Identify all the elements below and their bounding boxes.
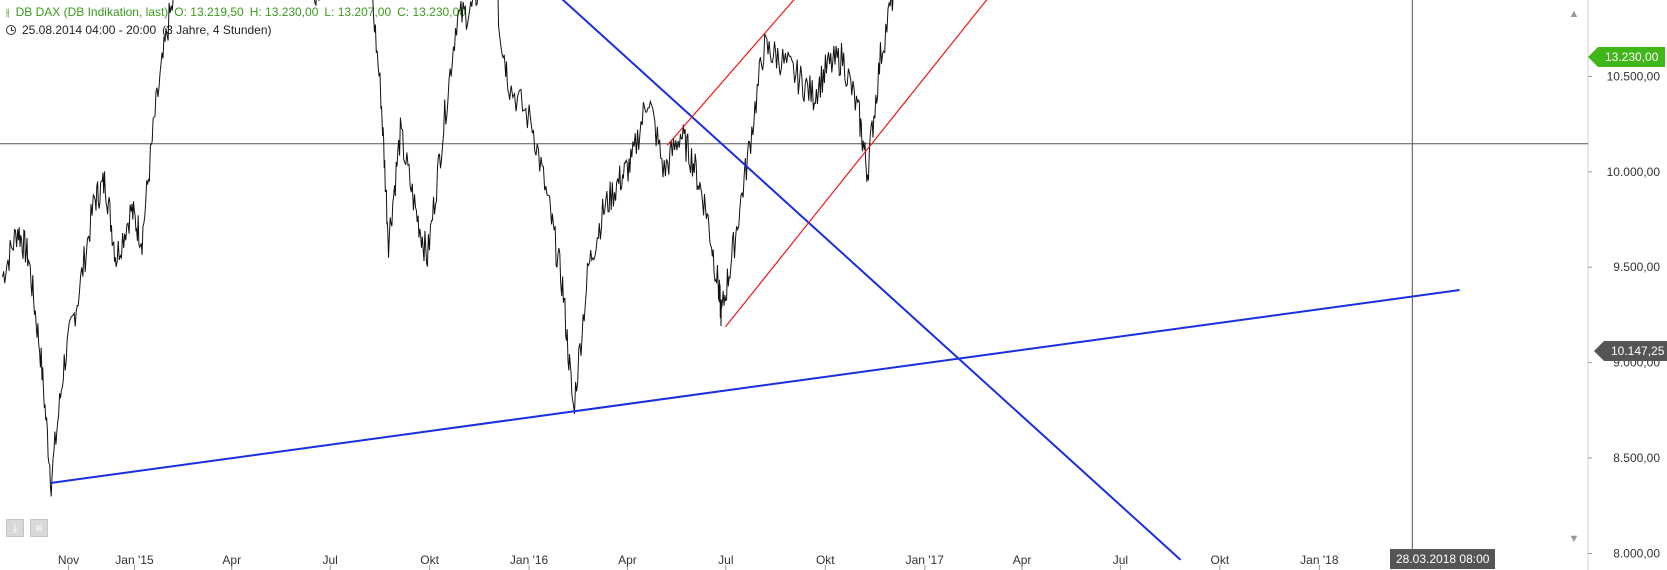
x-tick-label: Jul [1113, 553, 1128, 567]
y-tick-label: 10.000,00 [1607, 165, 1661, 179]
date-range: 25.08.2014 04:00 - 20:00 [22, 23, 157, 37]
last-price-label: 13.230,00 [1598, 47, 1666, 67]
low-value: L: 13.207,00 [324, 5, 392, 19]
clock-icon [6, 25, 16, 35]
chart-header-period: 25.08.2014 04:00 - 20:00 (3 Jahre, 4 Stun… [6, 23, 278, 37]
instrument-name[interactable]: DB DAX (DB Indikation, last) [15, 5, 169, 19]
last-price-arrow [1588, 47, 1598, 67]
x-tick-label: Jan '16 [510, 553, 549, 567]
trendline-red [666, 0, 795, 146]
close-value: C: 13.230,00 [397, 5, 466, 19]
scroll-down-icon[interactable]: ▼ [1568, 533, 1580, 545]
crosshair-date-label: 28.03.2018 08:00 [1390, 549, 1496, 569]
ohlc-icon: ⫲ [6, 7, 10, 19]
x-tick-label: Apr [618, 553, 637, 567]
period-label: (3 Jahre, 4 Stunden) [162, 23, 272, 37]
open-value: O: 13.219,50 [174, 5, 244, 19]
x-tick-label: Jan '17 [906, 553, 945, 567]
x-tick-label: Okt [420, 553, 439, 567]
y-tick-label: 8.000,00 [1613, 547, 1660, 561]
price-series-line [2, 0, 894, 497]
trendline-red [725, 0, 988, 327]
scroll-up-icon[interactable]: ▲ [1568, 8, 1580, 20]
y-tick-label: 9.500,00 [1613, 260, 1660, 274]
x-tick-label: Jan '18 [1300, 553, 1339, 567]
y-tick-label: 8.500,00 [1613, 451, 1660, 465]
y-tick-label: 10.500,00 [1607, 69, 1661, 83]
x-tick-label: Jul [718, 553, 733, 567]
x-tick-label: Jul [322, 553, 337, 567]
x-tick-label: Jan '15 [115, 553, 154, 567]
x-tick-label: Apr [222, 553, 241, 567]
x-tick-label: Okt [1211, 553, 1230, 567]
zoom-out-icon[interactable]: ⤓ [6, 519, 24, 537]
fit-icon[interactable]: ≡ [30, 519, 48, 537]
high-value: H: 13.230,00 [249, 5, 319, 19]
x-tick-label: Okt [816, 553, 835, 567]
chart-header-quote: ⫲ DB DAX (DB Indikation, last) O: 13.219,5… [6, 5, 472, 20]
trendline-blue [50, 289, 1460, 484]
crosshair-price-arrow [1594, 341, 1604, 361]
x-tick-label: Nov [58, 553, 79, 567]
x-tick-label: Apr [1013, 553, 1032, 567]
crosshair-price-label: 10.147,25 [1604, 341, 1667, 361]
trendline-blue [561, 0, 1181, 561]
